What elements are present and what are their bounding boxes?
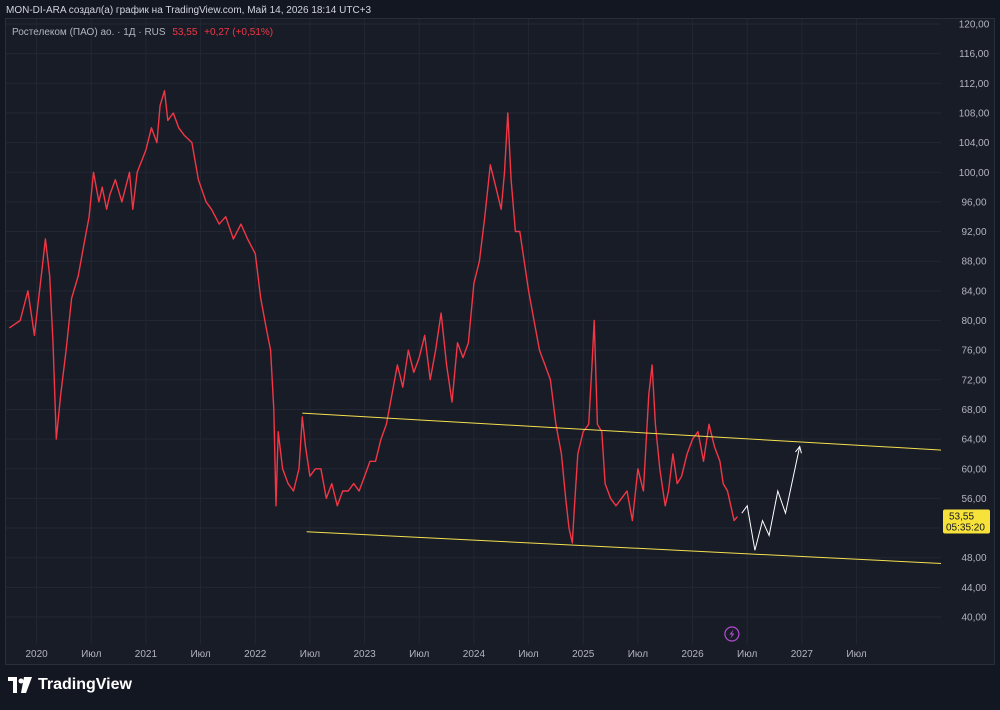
y-tick-label: 108,00 [959,108,990,119]
chart-panel[interactable]: 120,00 116,00 112,00 108,00 104,00 100,00 96,0… [5,18,995,665]
x-tick-label: Июл [81,649,101,660]
y-tick-label: 48,00 [961,553,986,564]
x-tick-label: 2026 [681,649,704,660]
price-line [8,89,738,544]
projection-path[interactable] [741,445,802,551]
chart-caption: MON-DI-ARA создал(а) график на TradingVi… [6,5,372,16]
x-tick-label: Июл [300,649,320,660]
y-tick-label: 76,00 [961,346,986,357]
price-series [8,89,738,544]
x-tick-label: 2025 [572,649,595,660]
channel-upper-line[interactable] [302,412,945,451]
x-tick-label: 2023 [353,649,376,660]
price-chart[interactable]: 120,00 116,00 112,00 108,00 104,00 100,00 96,0… [6,19,995,665]
y-tick-label: 120,00 [959,20,990,31]
y-tick-label: 116,00 [959,49,989,60]
lightning-icon-ring [724,626,740,642]
y-tick-label: 60,00 [961,464,986,475]
y-tick-label: 92,00 [961,227,986,238]
y-tick-label: 64,00 [961,435,986,446]
price-tag-value: 53,55 [949,512,974,523]
x-tick-label: 2024 [463,649,486,660]
tradingview-logo-icon [8,677,32,693]
x-tick-label: 2027 [791,649,814,660]
y-tick-label: 112,00 [959,79,989,90]
y-tick-label: 72,00 [961,375,986,386]
projection-arrowhead [795,445,802,454]
price-tag-bg [943,509,990,534]
trend-channel[interactable] [302,412,945,565]
x-tick-label: 2021 [135,649,158,660]
x-tick-label: Июл [190,649,210,660]
x-tick-label: Июл [518,649,538,660]
last-price-label: 53,55 [172,27,198,38]
price-change-label: +0,27 (+0,51%) [204,27,274,38]
projection-line[interactable] [741,446,801,551]
y-tick-label: 56,00 [961,494,986,505]
x-tick-label: Июл [846,649,866,660]
x-tick-label: 2020 [25,649,48,660]
y-tick-label: 44,00 [961,583,986,594]
x-tick-label: Июл [628,649,648,660]
channel-lower-line[interactable] [306,531,945,565]
y-tick-label: 84,00 [961,286,986,297]
chart-grid [6,19,941,644]
x-tick-label: 2022 [244,649,267,660]
y-tick-label: 100,00 [959,168,990,179]
y-tick-label: 104,00 [959,138,990,149]
lightning-icon-bolt [729,629,735,639]
price-axis[interactable]: 120,00 116,00 112,00 108,00 104,00 100,00 96,0… [941,19,995,665]
y-tick-label: 96,00 [961,197,986,208]
price-tag-countdown: 05:35:20 [946,523,985,534]
y-tick-label: 68,00 [961,405,986,416]
lightning-icon[interactable] [724,626,740,642]
symbol-legend[interactable]: Ростелеком (ПАО) ао. · 1Д · RUS 53,55 +0… [12,27,273,38]
y-tick-label: 88,00 [961,257,986,268]
brand-footer[interactable]: TradingView [8,676,132,694]
time-axis[interactable]: 2020 Июл 2021 Июл 2022 Июл 2023 Июл 2024 Июл 2025 И… [25,649,866,660]
brand-name: TradingView [38,676,132,693]
y-tick-label: 80,00 [961,316,986,327]
x-tick-label: Июл [409,649,429,660]
y-tick-label: 40,00 [961,613,986,624]
symbol-label: Ростелеком (ПАО) ао. · 1Д · RUS [12,27,166,38]
x-tick-label: Июл [737,649,757,660]
price-axis-bg [941,19,994,664]
